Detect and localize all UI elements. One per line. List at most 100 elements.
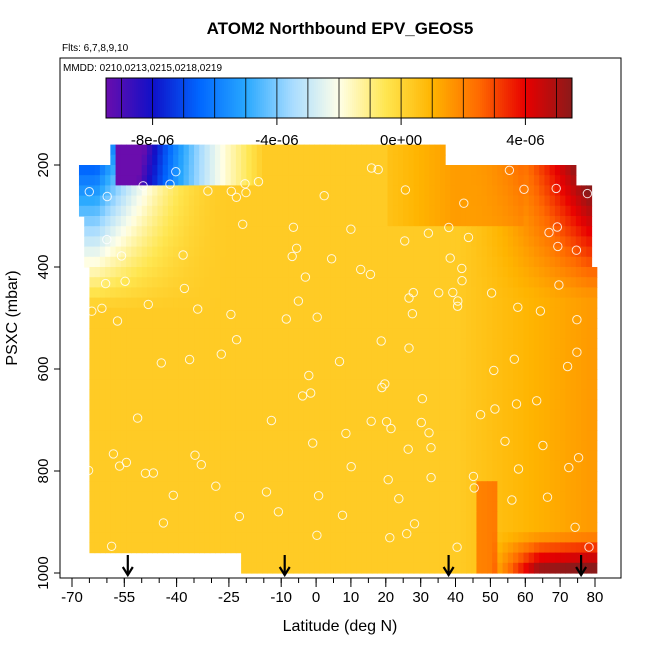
heatmap-cell bbox=[539, 511, 546, 523]
heatmap-cell bbox=[429, 216, 436, 227]
heatmap-cell bbox=[455, 175, 462, 186]
colorbar-swatch bbox=[460, 78, 463, 118]
colorbar-swatch bbox=[244, 78, 247, 118]
heatmap-cell bbox=[167, 165, 174, 176]
heatmap-cell bbox=[507, 389, 514, 401]
heatmap-cell bbox=[183, 348, 190, 360]
heatmap-cell bbox=[366, 256, 373, 268]
heatmap-cell bbox=[110, 328, 117, 339]
heatmap-cell bbox=[99, 348, 106, 360]
heatmap-cell bbox=[251, 501, 258, 513]
heatmap-cell bbox=[382, 409, 389, 421]
colorbar-swatch bbox=[516, 78, 519, 118]
heatmap-cell bbox=[350, 501, 357, 513]
heatmap-cell bbox=[398, 307, 404, 319]
heatmap-cell bbox=[497, 522, 504, 533]
heatmap-cell bbox=[581, 522, 587, 533]
heatmap-cell bbox=[575, 338, 582, 350]
heatmap-cell bbox=[293, 481, 300, 492]
heatmap-cell bbox=[476, 369, 483, 380]
heatmap-cell bbox=[335, 420, 342, 431]
heatmap-cell bbox=[282, 491, 289, 503]
heatmap-cell bbox=[282, 471, 289, 482]
heatmap-cell bbox=[199, 236, 206, 248]
heatmap-cell bbox=[429, 369, 436, 380]
heatmap-cell bbox=[120, 277, 127, 288]
heatmap-cell bbox=[398, 389, 404, 401]
heatmap-cell bbox=[398, 481, 404, 492]
heatmap-cell bbox=[398, 552, 404, 564]
heatmap-cell bbox=[298, 440, 305, 452]
heatmap-cell bbox=[518, 318, 525, 329]
heatmap-cell bbox=[99, 338, 106, 350]
heatmap-cell bbox=[528, 552, 535, 564]
heatmap-cell bbox=[471, 246, 478, 258]
heatmap-cell bbox=[340, 409, 347, 421]
heatmap-cell bbox=[194, 471, 200, 482]
heatmap-cell bbox=[445, 348, 451, 360]
heatmap-cell bbox=[277, 165, 284, 176]
heatmap-cell bbox=[225, 501, 232, 513]
heatmap-cell bbox=[345, 379, 352, 390]
heatmap-cell bbox=[424, 522, 430, 533]
heatmap-cell bbox=[220, 307, 227, 319]
heatmap-cell bbox=[110, 165, 117, 176]
heatmap-cell bbox=[476, 460, 483, 472]
heatmap-cell bbox=[204, 511, 211, 523]
heatmap-cell bbox=[209, 348, 216, 360]
heatmap-cell bbox=[340, 277, 347, 288]
heatmap-cell bbox=[235, 216, 242, 227]
colorbar-swatch bbox=[240, 78, 243, 118]
heatmap-cell bbox=[340, 562, 347, 574]
heatmap-cell bbox=[371, 552, 378, 564]
heatmap-cell bbox=[575, 256, 582, 268]
heatmap-cell bbox=[413, 328, 420, 339]
heatmap-cell bbox=[439, 358, 446, 370]
heatmap-cell bbox=[549, 491, 556, 503]
heatmap-cell bbox=[418, 369, 425, 380]
heatmap-cell bbox=[403, 501, 410, 513]
heatmap-cell bbox=[507, 297, 514, 309]
heatmap-cell bbox=[476, 491, 483, 503]
colorbar-swatch bbox=[520, 78, 523, 118]
heatmap-cell bbox=[267, 318, 274, 329]
colorbar-swatch bbox=[540, 78, 543, 118]
heatmap-cell bbox=[418, 379, 425, 390]
heatmap-cell bbox=[565, 511, 572, 523]
heatmap-cell bbox=[167, 532, 174, 543]
colorbar-frame bbox=[105, 77, 573, 119]
heatmap-cell bbox=[324, 277, 331, 288]
heatmap-cell bbox=[204, 420, 211, 431]
heatmap-cell bbox=[481, 226, 488, 237]
heatmap-cell bbox=[89, 185, 96, 197]
heatmap-cell bbox=[575, 195, 582, 207]
heatmap-cell bbox=[214, 195, 221, 207]
heatmap-cell bbox=[152, 369, 159, 380]
heatmap-cell bbox=[178, 348, 185, 360]
heatmap-cell bbox=[220, 481, 227, 492]
heatmap-cell bbox=[309, 205, 315, 217]
heatmap-cell bbox=[105, 460, 111, 472]
heatmap-cell bbox=[78, 185, 85, 197]
heatmap-cell bbox=[429, 460, 436, 472]
heatmap-cell bbox=[288, 491, 294, 503]
heatmap-cell bbox=[298, 522, 305, 533]
sample-point bbox=[120, 276, 130, 286]
colorbar-swatch bbox=[390, 78, 393, 118]
heatmap-cell bbox=[157, 358, 164, 370]
heatmap-cell bbox=[246, 216, 253, 227]
sample-point bbox=[486, 288, 497, 298]
heatmap-cell bbox=[460, 226, 467, 237]
heatmap-cell bbox=[502, 542, 509, 554]
heatmap-cell bbox=[549, 430, 556, 441]
heatmap-cell bbox=[570, 420, 577, 431]
heatmap-cell bbox=[89, 277, 96, 288]
heatmap-cell bbox=[382, 501, 389, 513]
heatmap-cell bbox=[502, 369, 509, 380]
heatmap-cell bbox=[528, 522, 535, 533]
heatmap-cell bbox=[162, 165, 169, 176]
colorbar-swatch bbox=[326, 78, 329, 118]
heatmap-cell bbox=[272, 256, 279, 268]
heatmap-cell bbox=[141, 511, 148, 523]
heatmap-cell bbox=[319, 246, 326, 258]
